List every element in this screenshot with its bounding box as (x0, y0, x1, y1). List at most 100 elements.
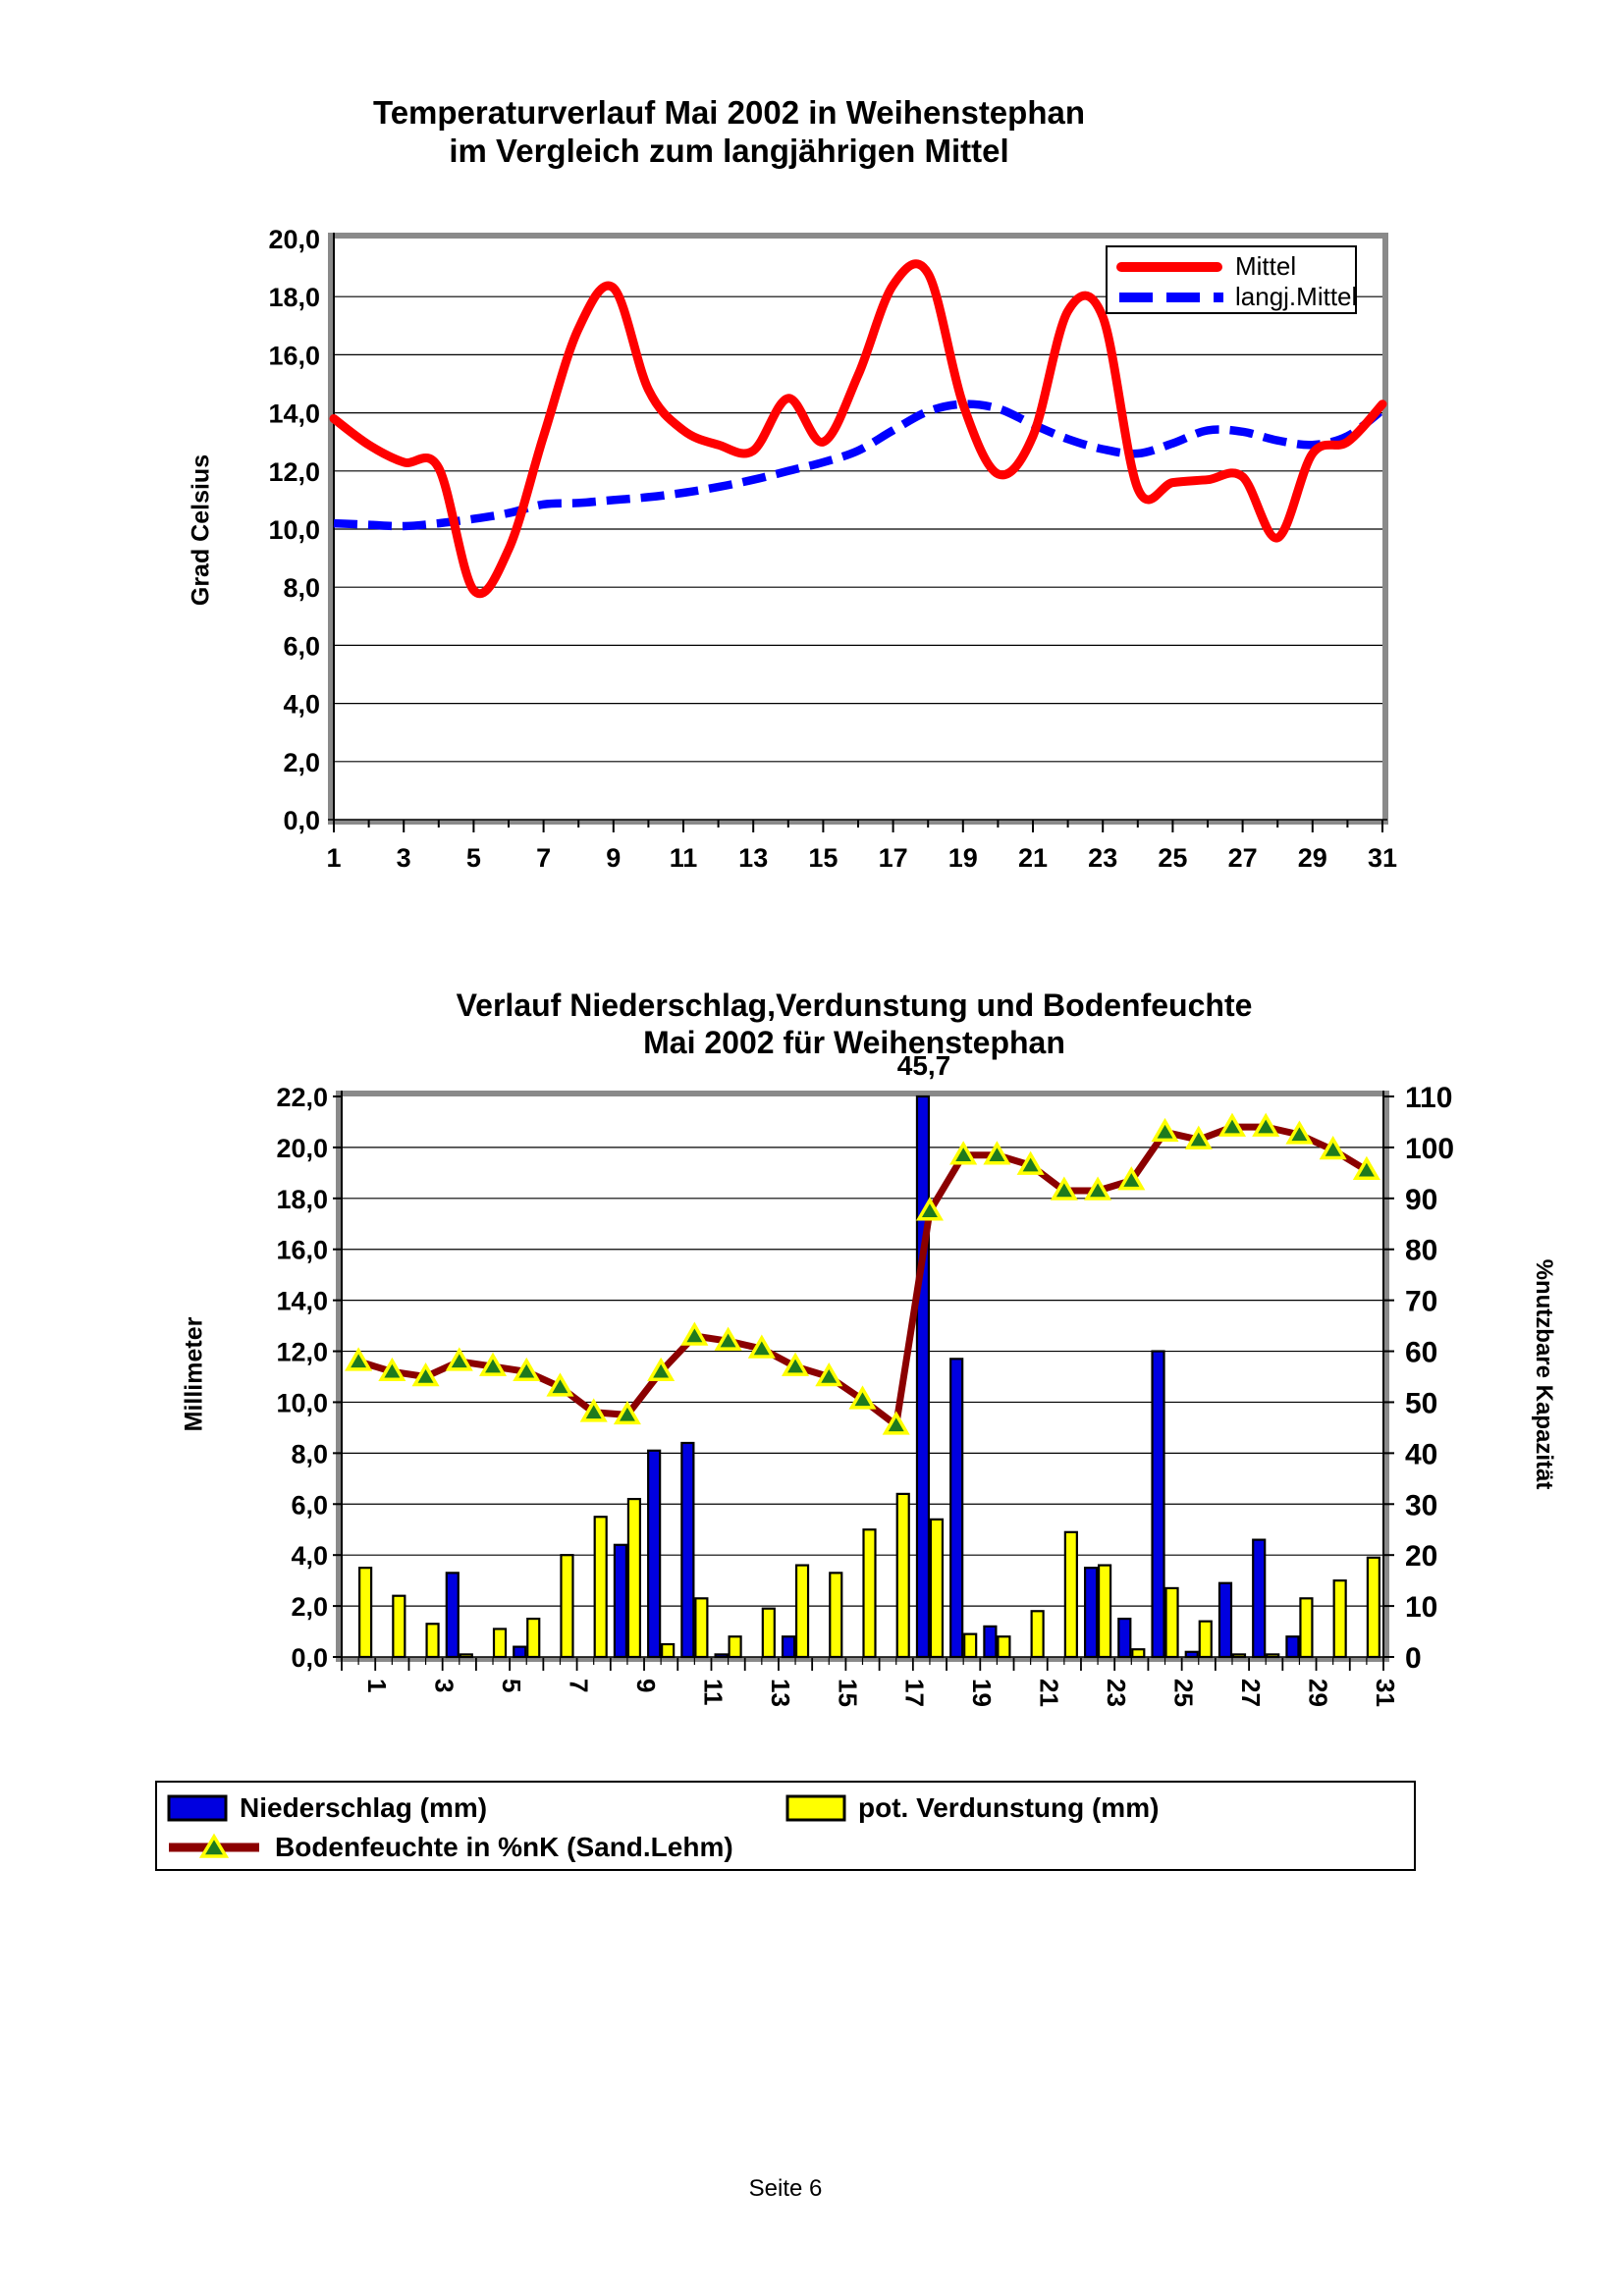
triangle-marker-icon (411, 1362, 440, 1387)
mittel-line-swatch-icon (1116, 261, 1222, 272)
left-tick-label: 12,0 (276, 1338, 328, 1367)
x-tick-label: 11 (670, 843, 698, 873)
langj-mittel-line (333, 400, 1385, 531)
y-tick-label: 20,0 (268, 225, 320, 254)
left-tick-label: 6,0 (291, 1490, 328, 1520)
right-tick-label: 50 (1405, 1387, 1437, 1419)
legend2-label-niederschlag: Niederschlag (mm) (240, 1792, 488, 1823)
x-tick-label: 17 (900, 1679, 930, 1707)
bar-verdunstung (1131, 1648, 1146, 1659)
x-tick-label: 27 (1236, 1679, 1266, 1707)
triangle-marker-icon (1016, 1150, 1045, 1175)
bar-verdunstung (593, 1516, 608, 1659)
left-tick-label: 4,0 (291, 1541, 328, 1571)
triangle-marker-icon (1319, 1136, 1347, 1160)
x-tick-label: 17 (879, 843, 908, 873)
right-tick-label: 30 (1405, 1489, 1437, 1522)
y-tick-label: 4,0 (283, 690, 320, 720)
bar-verdunstung (694, 1597, 709, 1659)
bar-verdunstung (560, 1554, 574, 1659)
triangle-marker-icon (747, 1334, 776, 1359)
triangle-marker-icon (445, 1347, 473, 1371)
bar-niederschlag (949, 1358, 964, 1659)
triangle-marker-icon (915, 1197, 944, 1221)
triangle-marker-icon (1252, 1112, 1280, 1137)
bar-verdunstung (895, 1492, 910, 1659)
page-number: Seite 6 (748, 2175, 823, 2202)
legend2-item-verdunstung: pot. Verdunstung (mm) (785, 1792, 1159, 1824)
bar-verdunstung (963, 1632, 978, 1659)
bar-niederschlag (1184, 1650, 1199, 1659)
chart1-title-line1: Temperaturverlauf Mai 2002 in Weihenstep… (372, 94, 1085, 131)
x-tick-label: 21 (1018, 843, 1048, 873)
left-tick-label: 22,0 (276, 1083, 328, 1112)
right-tick-label: 100 (1405, 1133, 1454, 1165)
niederschlag-bar-swatch-icon (167, 1794, 228, 1822)
x-tick-label: 29 (1298, 843, 1327, 873)
legend1-row-langj: langj.Mittel (1115, 282, 1357, 312)
right-tick-label: 20 (1405, 1540, 1437, 1573)
bar-niederschlag (445, 1572, 460, 1659)
triangle-marker-icon (1352, 1155, 1380, 1181)
y-tick-label: 2,0 (283, 748, 320, 777)
left-tick-label: 8,0 (291, 1439, 328, 1468)
triangle-marker-icon (949, 1141, 978, 1165)
bar-verdunstung (929, 1518, 945, 1659)
chart2-title-line1: Verlauf Niederschlag,Verdunstung und Bod… (456, 988, 1253, 1023)
bar-verdunstung (1299, 1597, 1314, 1659)
bar-niederschlag (1252, 1538, 1267, 1659)
triangle-marker-icon (1285, 1120, 1314, 1145)
x-tick-label: 7 (536, 843, 551, 873)
x-tick-label: 19 (967, 1679, 997, 1707)
plot-border-top (336, 1091, 1389, 1096)
bar-verdunstung (997, 1635, 1011, 1659)
chart1-y-axis-label: Grad Celsius (187, 454, 215, 607)
x-tick-label: 15 (808, 843, 838, 873)
triangle-marker-icon (345, 1347, 373, 1371)
max-value-annotation: 45,7 (896, 1050, 951, 1081)
left-tick-label: 20,0 (276, 1134, 328, 1163)
bar-niederschlag (613, 1543, 628, 1659)
x-tick-label: 15 (833, 1679, 862, 1707)
bar-verdunstung (661, 1642, 676, 1659)
bar-niederschlag (647, 1449, 662, 1659)
triangle-marker-icon (1184, 1125, 1213, 1149)
bodenfeuchte-line (357, 1123, 1369, 1429)
bar-niederschlag (513, 1645, 527, 1659)
bar-niederschlag (714, 1653, 729, 1659)
bar-verdunstung (1231, 1653, 1247, 1659)
bar-verdunstung (761, 1607, 776, 1659)
y-tick-label: 18,0 (268, 283, 320, 312)
triangle-marker-icon (882, 1411, 910, 1435)
bar-verdunstung (492, 1628, 508, 1659)
x-tick-label: 1 (326, 843, 341, 873)
right-tick-label: 70 (1405, 1286, 1437, 1318)
bar-verdunstung (1063, 1530, 1078, 1659)
x-tick-label: 21 (1035, 1679, 1064, 1707)
legend2-row2: Bodenfeuchte in %nK (Sand.Lehm) (167, 1828, 1404, 1867)
legend2-item-niederschlag: Niederschlag (mm) (167, 1792, 785, 1824)
x-tick-label: 23 (1102, 1679, 1131, 1707)
left-tick-label: 18,0 (276, 1185, 328, 1214)
triangle-marker-icon (983, 1141, 1011, 1165)
langj-dashed-line-swatch-icon (1119, 292, 1223, 302)
y-tick-label: 14,0 (268, 400, 320, 429)
chart1-legend: Mittel langj.Mittel (1106, 245, 1357, 314)
bar-verdunstung (829, 1572, 843, 1659)
x-tick-label: 9 (631, 1679, 661, 1692)
x-tick-label: 1 (362, 1679, 392, 1692)
x-tick-label: 23 (1088, 843, 1117, 873)
chart2-right-axis-label: %nutzbare Kapazität (1531, 1258, 1557, 1490)
y-tick-label: 6,0 (283, 631, 320, 661)
bar-verdunstung (425, 1623, 440, 1659)
bar-niederschlag (1117, 1617, 1132, 1659)
bar-verdunstung (794, 1564, 810, 1659)
legend2-label-verdunstung: pot. Verdunstung (mm) (858, 1792, 1160, 1823)
bar-verdunstung (1097, 1564, 1112, 1659)
x-tick-label: 25 (1158, 843, 1187, 873)
y-tick-label: 12,0 (268, 457, 320, 487)
triangle-marker-icon (815, 1362, 843, 1387)
triangle-marker-icon (478, 1352, 508, 1376)
